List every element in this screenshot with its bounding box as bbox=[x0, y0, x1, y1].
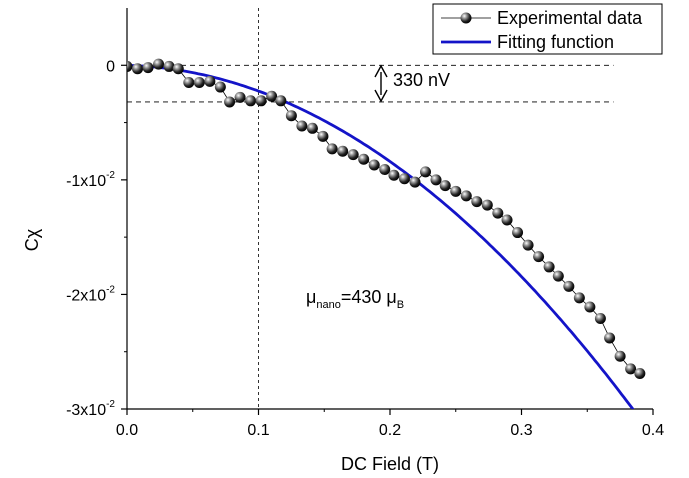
data-point bbox=[266, 90, 278, 102]
voltage-arrow bbox=[374, 64, 388, 103]
y-tick-label: -2x10-2 bbox=[66, 284, 115, 304]
data-point bbox=[492, 207, 504, 219]
data-point bbox=[604, 332, 616, 344]
data-point bbox=[398, 173, 410, 185]
x-tick-label: 0.3 bbox=[510, 422, 532, 439]
y-tick-label: 0 bbox=[106, 58, 115, 75]
data-point bbox=[543, 261, 555, 273]
data-point bbox=[153, 58, 165, 70]
data-point bbox=[337, 145, 349, 157]
data-point bbox=[296, 120, 308, 132]
voltage-label: 330 nV bbox=[393, 70, 450, 90]
x-tick-label: 0.1 bbox=[247, 422, 269, 439]
data-point bbox=[481, 199, 493, 211]
legend-label-fitting: Fitting function bbox=[497, 32, 614, 52]
y-axis-label: Cχ bbox=[22, 228, 42, 251]
data-point bbox=[533, 251, 545, 263]
data-point bbox=[388, 169, 400, 181]
data-point bbox=[306, 122, 318, 134]
experimental-data-points bbox=[127, 58, 646, 379]
y-tick-label: -1x10-2 bbox=[66, 170, 115, 190]
data-point bbox=[358, 153, 370, 165]
data-point bbox=[132, 63, 144, 75]
data-point bbox=[172, 63, 184, 75]
data-point bbox=[471, 196, 483, 208]
moment-annotation: μnano=430 μB bbox=[306, 287, 404, 311]
data-point bbox=[512, 227, 524, 239]
data-point bbox=[193, 76, 205, 88]
data-point bbox=[450, 185, 462, 197]
experimental-data-line bbox=[127, 63, 641, 374]
data-point bbox=[183, 76, 195, 88]
data-point bbox=[552, 270, 564, 282]
x-tick-label: 0.2 bbox=[379, 422, 401, 439]
legend-label-experimental: Experimental data bbox=[497, 8, 643, 28]
annotation-guides bbox=[127, 8, 614, 409]
data-point bbox=[326, 143, 338, 155]
data-point bbox=[625, 363, 637, 375]
data-point bbox=[317, 130, 329, 142]
x-tick-label: 0.4 bbox=[642, 422, 664, 439]
legend: Experimental data Fitting function bbox=[432, 3, 663, 55]
legend-marker-experimental bbox=[460, 12, 472, 24]
data-point bbox=[634, 367, 646, 379]
x-axis-ticks: 0.0 0.1 0.2 0.3 0.4 bbox=[116, 409, 664, 439]
data-point bbox=[430, 174, 442, 186]
data-point bbox=[614, 350, 626, 362]
data-point bbox=[163, 60, 175, 72]
y-axis-ticks: 0 -1x10-2 -2x10-2 -3x10-2 bbox=[66, 58, 127, 419]
data-point bbox=[563, 280, 575, 292]
data-point bbox=[347, 149, 359, 161]
data-point bbox=[255, 95, 267, 107]
data-point bbox=[214, 81, 226, 93]
data-point bbox=[584, 301, 596, 313]
data-point bbox=[368, 159, 380, 171]
data-point bbox=[285, 110, 297, 122]
data-point bbox=[204, 75, 216, 87]
data-point bbox=[234, 91, 246, 103]
data-point bbox=[439, 180, 451, 192]
x-tick-label: 0.0 bbox=[116, 422, 138, 439]
fitting-function-line bbox=[127, 63, 635, 409]
y-tick-label: -3x10-2 bbox=[66, 399, 115, 419]
data-point bbox=[245, 95, 257, 107]
data-point bbox=[379, 164, 391, 176]
data-point bbox=[420, 166, 432, 178]
data-point bbox=[573, 292, 585, 304]
data-point bbox=[409, 176, 421, 188]
data-point bbox=[460, 190, 472, 202]
data-point bbox=[275, 95, 287, 107]
data-point bbox=[127, 60, 133, 72]
data-point bbox=[522, 239, 534, 251]
x-axis-label: DC Field (T) bbox=[341, 454, 439, 474]
data-point bbox=[594, 312, 606, 324]
data-point bbox=[224, 96, 236, 108]
data-point bbox=[142, 62, 154, 74]
data-point bbox=[501, 214, 513, 226]
